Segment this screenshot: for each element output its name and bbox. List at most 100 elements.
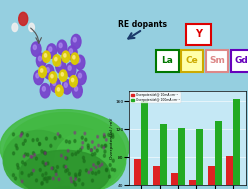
Circle shape xyxy=(109,175,111,178)
Circle shape xyxy=(44,152,46,154)
Circle shape xyxy=(49,72,57,83)
Circle shape xyxy=(59,135,61,138)
FancyBboxPatch shape xyxy=(156,50,179,72)
Circle shape xyxy=(28,174,30,177)
Circle shape xyxy=(26,134,29,137)
Circle shape xyxy=(73,56,75,59)
Circle shape xyxy=(87,146,90,149)
Circle shape xyxy=(21,133,23,136)
Circle shape xyxy=(87,144,89,147)
Circle shape xyxy=(78,173,81,176)
Circle shape xyxy=(112,133,114,136)
Circle shape xyxy=(44,151,46,154)
Circle shape xyxy=(14,177,17,180)
Circle shape xyxy=(20,135,22,137)
Circle shape xyxy=(44,54,47,57)
Circle shape xyxy=(57,133,59,135)
Text: Sm: Sm xyxy=(209,57,225,65)
Circle shape xyxy=(105,139,107,141)
Circle shape xyxy=(75,87,78,91)
Circle shape xyxy=(62,80,72,94)
Circle shape xyxy=(42,174,44,177)
Bar xyxy=(189,180,196,189)
Circle shape xyxy=(81,146,83,149)
Circle shape xyxy=(24,139,26,142)
Ellipse shape xyxy=(10,125,119,189)
Circle shape xyxy=(96,149,98,152)
Circle shape xyxy=(70,177,72,180)
Circle shape xyxy=(39,66,46,77)
Bar xyxy=(196,129,203,189)
Circle shape xyxy=(41,182,43,185)
Circle shape xyxy=(38,56,41,61)
Circle shape xyxy=(82,183,84,186)
Circle shape xyxy=(101,163,103,166)
Circle shape xyxy=(22,161,24,164)
Circle shape xyxy=(23,155,25,158)
Circle shape xyxy=(95,166,97,168)
Circle shape xyxy=(98,144,99,147)
Circle shape xyxy=(71,180,72,183)
Circle shape xyxy=(52,177,54,180)
Circle shape xyxy=(67,46,77,60)
Circle shape xyxy=(53,55,61,66)
Circle shape xyxy=(104,150,106,153)
Circle shape xyxy=(78,173,81,176)
Ellipse shape xyxy=(0,110,129,185)
Circle shape xyxy=(64,156,66,159)
Circle shape xyxy=(78,178,80,181)
Circle shape xyxy=(109,163,111,167)
Circle shape xyxy=(97,161,99,164)
Circle shape xyxy=(47,44,57,58)
Circle shape xyxy=(85,169,87,172)
Circle shape xyxy=(47,162,49,165)
Circle shape xyxy=(92,141,93,143)
Ellipse shape xyxy=(19,150,110,189)
Circle shape xyxy=(80,148,82,151)
Circle shape xyxy=(75,173,77,176)
Circle shape xyxy=(74,132,76,134)
Ellipse shape xyxy=(3,112,126,189)
Circle shape xyxy=(57,166,59,169)
Circle shape xyxy=(75,152,77,155)
Circle shape xyxy=(101,145,103,148)
Circle shape xyxy=(31,156,33,158)
Circle shape xyxy=(74,183,76,186)
Circle shape xyxy=(93,164,94,166)
Circle shape xyxy=(50,144,52,147)
Circle shape xyxy=(22,142,24,145)
Circle shape xyxy=(76,70,86,85)
Circle shape xyxy=(40,84,50,98)
Circle shape xyxy=(64,54,66,57)
Circle shape xyxy=(55,170,57,173)
Circle shape xyxy=(82,141,84,144)
Circle shape xyxy=(99,165,101,167)
Circle shape xyxy=(44,152,46,155)
Circle shape xyxy=(13,152,15,155)
Bar xyxy=(141,101,148,189)
Bar xyxy=(134,159,141,189)
Circle shape xyxy=(15,144,17,147)
Circle shape xyxy=(95,172,97,175)
Circle shape xyxy=(64,83,67,87)
Circle shape xyxy=(52,167,54,170)
Circle shape xyxy=(32,169,34,172)
Circle shape xyxy=(66,157,68,160)
Circle shape xyxy=(85,138,87,141)
Circle shape xyxy=(17,163,19,167)
Circle shape xyxy=(21,180,23,183)
Circle shape xyxy=(63,165,65,168)
Circle shape xyxy=(34,70,44,85)
Bar xyxy=(208,166,215,189)
FancyBboxPatch shape xyxy=(186,24,211,45)
Circle shape xyxy=(94,152,96,155)
Circle shape xyxy=(16,147,18,150)
Circle shape xyxy=(103,135,105,138)
Circle shape xyxy=(103,146,105,149)
Circle shape xyxy=(94,146,96,149)
Circle shape xyxy=(45,172,47,175)
Circle shape xyxy=(38,143,40,146)
Circle shape xyxy=(68,66,71,70)
Bar xyxy=(178,128,185,189)
Circle shape xyxy=(59,70,67,81)
